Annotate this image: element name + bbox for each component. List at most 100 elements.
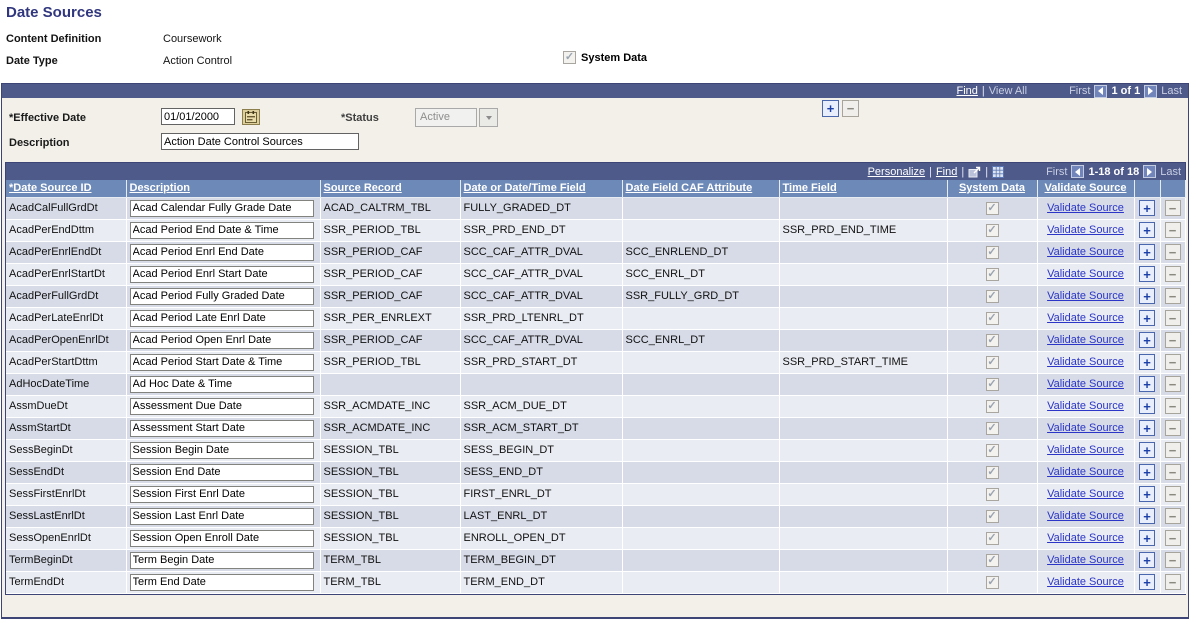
add-row-button[interactable]: +	[1139, 442, 1155, 458]
row-description-input[interactable]	[129, 199, 314, 217]
delete-row-button: −	[1164, 530, 1181, 546]
add-row-button[interactable]: +	[1139, 266, 1155, 282]
grid-next-button[interactable]	[1143, 165, 1157, 178]
row-description-input[interactable]	[129, 441, 314, 459]
col-header-source-record[interactable]: Source Record	[320, 180, 461, 198]
validate-source-link[interactable]: Validate Source	[1047, 532, 1124, 544]
validate-source-link[interactable]: Validate Source	[1047, 576, 1124, 588]
row-description-input[interactable]	[129, 551, 314, 569]
add-row-button[interactable]: +	[1139, 508, 1155, 524]
add-row-button[interactable]: +	[1139, 310, 1155, 326]
add-row-button[interactable]: +	[1139, 376, 1155, 392]
add-row-button[interactable]: +	[1139, 574, 1155, 590]
calendar-button[interactable]	[242, 109, 260, 125]
next-row-button[interactable]	[1144, 84, 1158, 98]
col-header-caf-attribute[interactable]: Date Field CAF Attribute	[622, 180, 780, 198]
grid-previous-button[interactable]	[1071, 165, 1085, 178]
col-header-system-data[interactable]: System Data	[947, 180, 1038, 198]
row-description-input[interactable]	[129, 507, 314, 525]
find-link[interactable]: Find	[956, 85, 978, 97]
system-data-cell: ✓	[947, 241, 1038, 264]
row-description-input[interactable]	[129, 397, 314, 415]
add-row-button[interactable]: +	[1139, 420, 1155, 436]
previous-row-button[interactable]	[1094, 84, 1108, 98]
validate-source-link[interactable]: Validate Source	[1047, 268, 1124, 280]
row-description-input[interactable]	[129, 529, 314, 547]
validate-source-link[interactable]: Validate Source	[1047, 510, 1124, 522]
table-row: AcadPerFullGrdDt SSR_PERIOD_CAF SCC_CAF_…	[6, 285, 1186, 308]
row-description-input[interactable]	[129, 331, 314, 349]
caf-attribute-cell: SCC_ENRL_DT	[622, 263, 780, 286]
delete-row-cell: −	[1160, 285, 1186, 308]
validate-source-link[interactable]: Validate Source	[1047, 202, 1124, 214]
date-field-cell: SSR_PRD_END_DT	[460, 219, 623, 242]
validate-source-link[interactable]: Validate Source	[1047, 334, 1124, 346]
source-record-cell: SESSION_TBL	[320, 527, 461, 550]
col-header-date-source-id[interactable]: *Date Source ID	[6, 180, 127, 198]
add-row-button[interactable]: +	[1139, 244, 1155, 260]
validate-source-link[interactable]: Validate Source	[1047, 246, 1124, 258]
col-header-time-field[interactable]: Time Field	[779, 180, 948, 198]
validate-source-link[interactable]: Validate Source	[1047, 422, 1124, 434]
row-description-input[interactable]	[129, 485, 314, 503]
validate-source-link[interactable]: Validate Source	[1047, 290, 1124, 302]
effective-date-input[interactable]	[161, 108, 235, 125]
row-description-input[interactable]	[129, 375, 314, 393]
validate-source-cell: Validate Source	[1037, 197, 1135, 220]
grid-find-link[interactable]: Find	[935, 165, 958, 178]
row-description-input[interactable]	[129, 287, 314, 305]
validate-source-link[interactable]: Validate Source	[1047, 444, 1124, 456]
add-row-button[interactable]: +	[1139, 200, 1155, 216]
validate-source-cell: Validate Source	[1037, 505, 1135, 528]
add-row-button[interactable]: +	[1139, 288, 1155, 304]
add-scroll-row-button[interactable]: +	[822, 100, 839, 117]
add-row-button[interactable]: +	[1139, 332, 1155, 348]
validate-source-link[interactable]: Validate Source	[1047, 356, 1124, 368]
add-row-button[interactable]: +	[1139, 486, 1155, 502]
system-data-cell: ✓	[947, 417, 1038, 440]
validate-source-link[interactable]: Validate Source	[1047, 378, 1124, 390]
caf-attribute-cell	[622, 505, 780, 528]
system-data-cell: ✓	[947, 351, 1038, 374]
add-row-button[interactable]: +	[1139, 222, 1155, 238]
row-description-input[interactable]	[129, 419, 314, 437]
row-description-input[interactable]	[129, 309, 314, 327]
col-header-validate-source[interactable]: Validate Source	[1037, 180, 1135, 198]
view-all-link[interactable]: View All	[988, 85, 1028, 97]
delete-row-cell: −	[1160, 527, 1186, 550]
row-description-input[interactable]	[129, 265, 314, 283]
col-header-delete	[1160, 180, 1186, 198]
add-row-button[interactable]: +	[1139, 354, 1155, 370]
table-row: AssmDueDt SSR_ACMDATE_INC SSR_ACM_DUE_DT…	[6, 395, 1186, 418]
validate-source-link[interactable]: Validate Source	[1047, 554, 1124, 566]
header-row: *Date Source ID Description Source Recor…	[6, 180, 1186, 198]
download-button[interactable]	[992, 165, 1005, 178]
row-description-input[interactable]	[129, 573, 314, 591]
row-description-input[interactable]	[129, 221, 314, 239]
source-record-cell: SESSION_TBL	[320, 461, 461, 484]
personalize-link[interactable]: Personalize	[867, 165, 926, 178]
add-row-button[interactable]: +	[1139, 398, 1155, 414]
date-type-label: Date Type	[6, 55, 58, 67]
row-description-input[interactable]	[129, 243, 314, 261]
validate-source-cell: Validate Source	[1037, 571, 1135, 594]
description-input[interactable]	[161, 133, 359, 150]
source-record-cell: SSR_PER_ENRLEXT	[320, 307, 461, 330]
add-row-cell: +	[1134, 439, 1161, 462]
validate-source-link[interactable]: Validate Source	[1047, 312, 1124, 324]
add-row-button[interactable]: +	[1139, 464, 1155, 480]
validate-source-link[interactable]: Validate Source	[1047, 488, 1124, 500]
row-description-input[interactable]	[129, 353, 314, 371]
col-header-date-field[interactable]: Date or Date/Time Field	[460, 180, 623, 198]
caf-attribute-cell	[622, 197, 780, 220]
add-row-button[interactable]: +	[1139, 530, 1155, 546]
validate-source-link[interactable]: Validate Source	[1047, 466, 1124, 478]
view-all-columns-button[interactable]	[968, 166, 981, 178]
date-source-id-cell: SessBeginDt	[6, 439, 127, 462]
validate-source-link[interactable]: Validate Source	[1047, 400, 1124, 412]
delete-scroll-row-button: −	[842, 100, 859, 117]
row-description-input[interactable]	[129, 463, 314, 481]
add-row-button[interactable]: +	[1139, 552, 1155, 568]
col-header-description[interactable]: Description	[126, 180, 321, 198]
validate-source-link[interactable]: Validate Source	[1047, 224, 1124, 236]
